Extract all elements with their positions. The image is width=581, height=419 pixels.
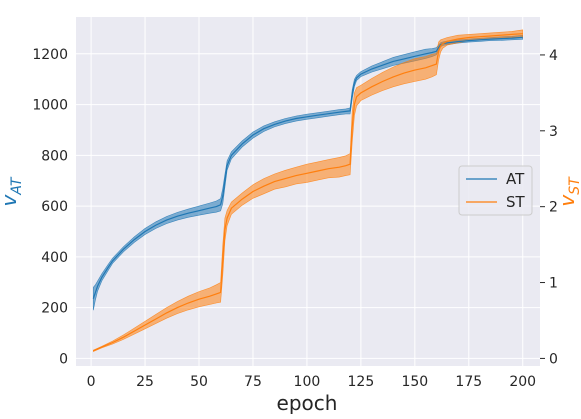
- legend: AT ST: [458, 165, 533, 216]
- right-y-tick-label: 3: [549, 124, 558, 140]
- left-y-tick-label: 600: [41, 199, 68, 215]
- right-y-tick-labels: 0 1 2 3 4: [540, 48, 558, 367]
- right-y-axis-title-base: v: [555, 194, 579, 207]
- left-y-tick-label: 1200: [32, 47, 68, 63]
- right-y-tick-label: 1: [549, 276, 558, 292]
- line-at: [92, 36, 523, 299]
- x-axis-title: epoch: [277, 391, 338, 414]
- legend-box: [458, 165, 533, 216]
- x-tick-label: 50: [190, 374, 208, 390]
- right-y-tick-label: 4: [549, 48, 558, 64]
- left-y-tick-label: 800: [41, 148, 68, 164]
- band-at: [93, 34, 524, 311]
- right-y-tick-label: 0: [549, 351, 558, 367]
- left-y-tick-label: 400: [41, 250, 68, 266]
- left-y-tick-label: 200: [41, 301, 68, 317]
- left-y-tick-label: 1000: [32, 98, 68, 114]
- x-tick-label: 25: [136, 374, 154, 390]
- right-y-axis-title: vST: [555, 176, 581, 207]
- left-y-axis-title-base: v: [0, 193, 21, 206]
- left-y-tick-labels: 0 200 400 600 800 1000 1200: [32, 47, 68, 368]
- right-y-tick-label: 2: [549, 200, 558, 216]
- x-tick-label: 100: [294, 374, 321, 390]
- x-tick-label: 75: [244, 374, 262, 390]
- legend-label-at: AT: [506, 170, 525, 188]
- legend-label-st: ST: [506, 193, 526, 211]
- left-y-tick-label: 0: [59, 351, 68, 367]
- x-tick-label: 150: [401, 374, 428, 390]
- left-y-axis-title-sub: AT: [9, 176, 25, 196]
- line-st: [93, 33, 523, 352]
- x-tick-label: 175: [455, 374, 482, 390]
- x-tick-labels: 0 25 50 75 100 125 150 175 200: [87, 374, 536, 390]
- x-tick-label: 200: [509, 374, 536, 390]
- right-y-axis-title-sub: ST: [567, 176, 581, 195]
- x-tick-label: 125: [348, 374, 375, 390]
- x-tick-label: 0: [87, 374, 96, 390]
- gridlines: [76, 17, 540, 366]
- left-y-axis-title: vAT: [0, 176, 25, 206]
- mean-lines: [92, 33, 523, 352]
